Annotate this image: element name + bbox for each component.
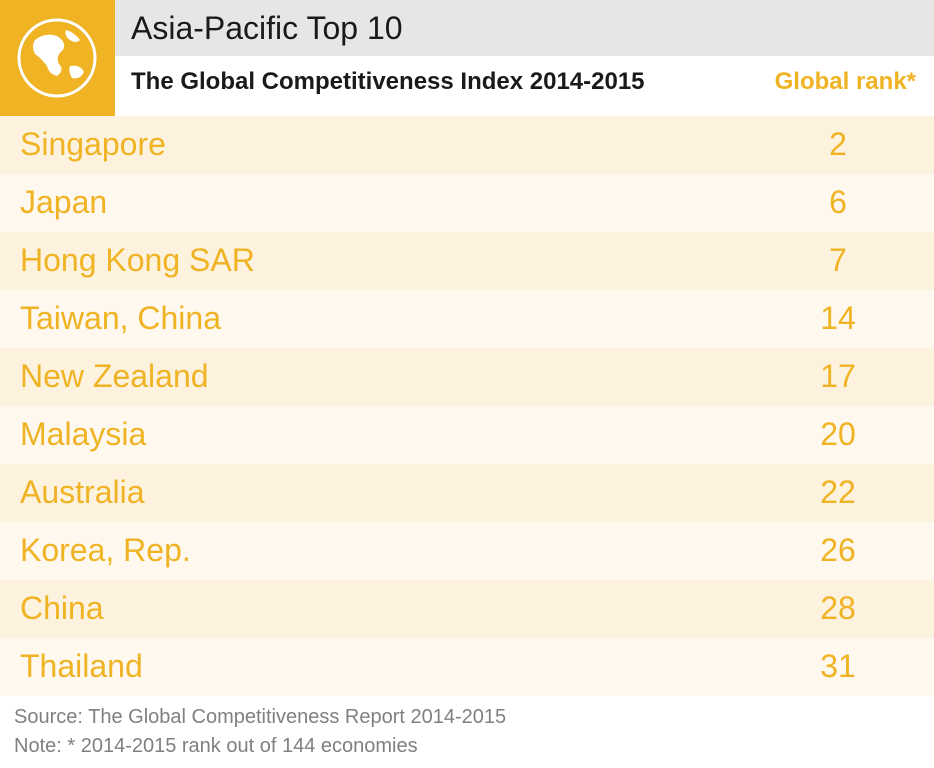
country: Taiwan, China [20,300,221,336]
country: Malaysia [20,416,147,452]
title-bar: Asia-Pacific Top 10 [115,0,934,56]
table-row: Thailand 31 [0,638,934,696]
rank: 20 [820,416,856,452]
rank-label: Global rank* [774,68,916,95]
table-row: Hong Kong SAR 7 [0,232,934,290]
country: China [20,590,104,626]
rank: 14 [820,300,856,336]
country: Japan [20,184,108,220]
table-row: Taiwan, China 14 [0,290,934,348]
rank: 17 [820,358,856,394]
country: Korea, Rep. [20,532,191,568]
rank: 2 [829,126,847,162]
table-row: Japan 6 [0,174,934,232]
subtitle: The Global Competitiveness Index 2014-20… [131,68,645,95]
country: New Zealand [20,358,209,394]
globe-icon [0,0,115,116]
rank: 22 [820,474,856,510]
globe [17,18,97,98]
rank: 7 [829,242,847,278]
table-row: New Zealand 17 [0,348,934,406]
country: Hong Kong SAR [20,242,255,278]
rank: 6 [829,184,847,220]
country: Australia [20,474,145,510]
rank: 28 [820,590,856,626]
table-row: Korea, Rep. 26 [0,522,934,580]
country: Thailand [20,648,143,684]
rank: 31 [820,648,856,684]
title: Asia-Pacific Top 10 [131,10,403,46]
rank: 26 [820,532,856,568]
country: Singapore [20,126,166,162]
table: Singapore 2 Japan 6 Hong Kong SAR 7 Taiwan, Ch… [0,116,934,696]
table-row: China 28 [0,580,934,638]
table-row: Australia 22 [0,464,934,522]
table-row: Malaysia 20 [0,406,934,464]
source: Source: The Global Competitiveness Repor… [14,706,507,728]
note: Note: * 2014-2015 rank out of 144 econom… [14,735,418,757]
table-row: Singapore 2 [0,116,934,174]
